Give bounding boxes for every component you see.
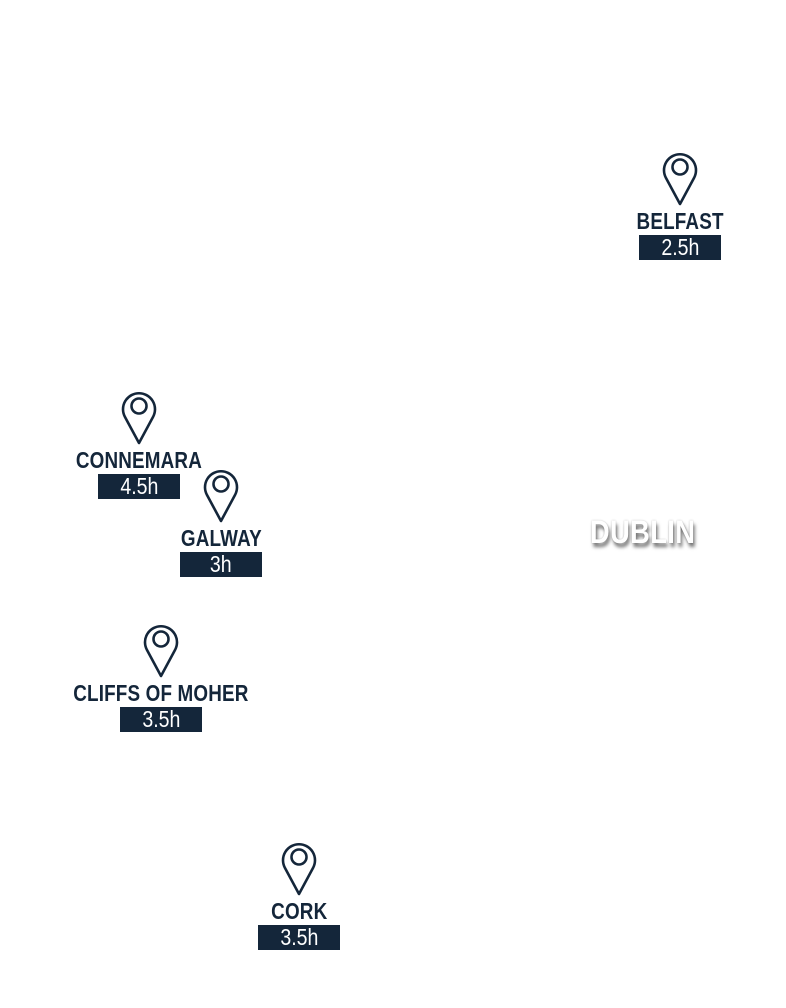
- duration-badge: 3.5h: [258, 925, 340, 950]
- duration-badge: 2.5h: [639, 235, 721, 260]
- marker-name: GALWAY: [180, 525, 262, 551]
- marker-name: CLIFFS OF MOHER: [73, 680, 249, 706]
- map-pin-icon: [120, 388, 158, 446]
- duration-badge: 3h: [180, 552, 262, 577]
- marker-name: BELFAST: [636, 208, 724, 234]
- duration-badge: 3.5h: [120, 707, 202, 732]
- map-pin-icon: [661, 149, 699, 207]
- marker-belfast[interactable]: BELFAST 2.5h: [580, 149, 780, 260]
- marker-name: CONNEMARA: [75, 447, 203, 473]
- marker-cliffs-of-moher[interactable]: CLIFFS OF MOHER 3.5h: [61, 621, 261, 732]
- duration-badge: 4.5h: [98, 474, 180, 499]
- marker-galway[interactable]: GALWAY 3h: [121, 466, 321, 577]
- map-pin-icon: [280, 839, 318, 897]
- marker-connemara[interactable]: CONNEMARA 4.5h: [39, 388, 239, 499]
- map-pin-icon: [142, 621, 180, 679]
- marker-cork[interactable]: CORK 3.5h: [199, 839, 399, 950]
- marker-name: CORK: [270, 898, 328, 924]
- origin-label-dublin: DUBLIN: [590, 514, 696, 550]
- map-pin-icon: [202, 466, 240, 524]
